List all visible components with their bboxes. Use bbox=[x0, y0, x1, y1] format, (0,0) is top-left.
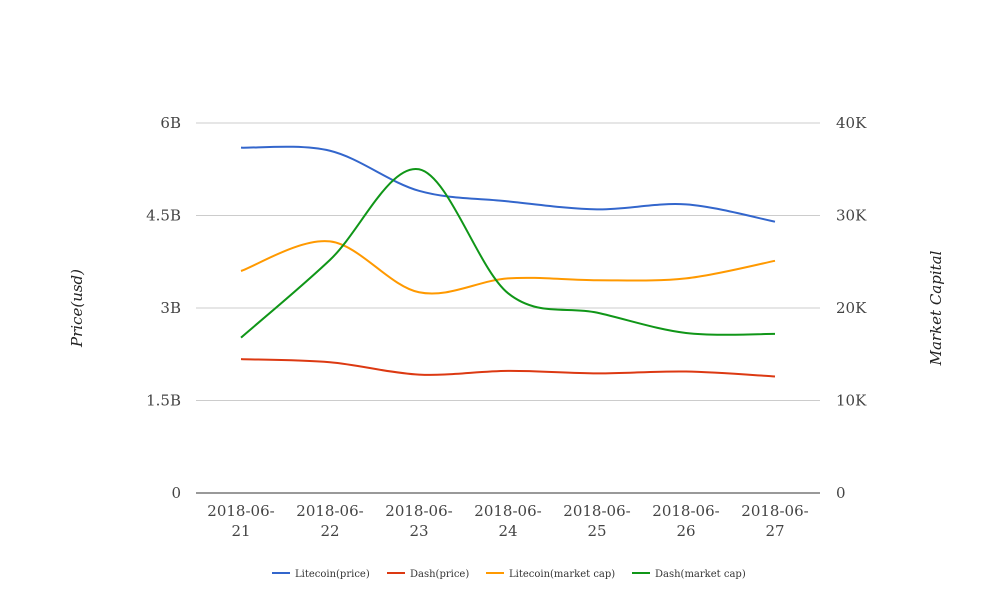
x-tick-label: 2018-06-22 bbox=[296, 502, 363, 540]
x-tick-label: 2018-06-26 bbox=[652, 502, 719, 540]
series-line-3 bbox=[240, 240, 776, 295]
legend-label: Dash(price) bbox=[410, 569, 469, 580]
x-tick-label: 2018-06-24 bbox=[474, 502, 541, 540]
right-tick-label: 20K bbox=[836, 299, 867, 317]
legend: Litecoin(price) Dash(price) Litecoin(marke… bbox=[272, 569, 746, 580]
gridlines bbox=[196, 122, 820, 401]
right-tick-label: 30K bbox=[836, 207, 867, 225]
series-line-2 bbox=[240, 358, 776, 378]
legend-label: Dash(market cap) bbox=[655, 569, 746, 580]
left-tick-label: 4.5B bbox=[146, 207, 181, 225]
left-axis-ticks: 0 1.5B 3B 4.5B 6B bbox=[146, 114, 181, 502]
legend-label: Litecoin(market cap) bbox=[509, 569, 615, 580]
right-axis-title: Market Capital bbox=[927, 250, 945, 366]
x-axis-ticks: 2018-06-21 2018-06-22 2018-06-23 2018-06-24… bbox=[207, 502, 808, 540]
right-tick-label: 40K bbox=[836, 114, 867, 132]
left-tick-label: 0 bbox=[171, 484, 181, 502]
left-tick-label: 6B bbox=[160, 114, 181, 132]
left-tick-label: 1.5B bbox=[146, 392, 181, 410]
right-axis-ticks: 0 10K 20K 30K 40K bbox=[836, 114, 867, 502]
left-axis-title: Price(usd) bbox=[68, 269, 86, 348]
series-lines bbox=[240, 145, 776, 378]
series-line-4 bbox=[240, 168, 776, 339]
right-tick-label: 0 bbox=[836, 484, 846, 502]
legend-label: Litecoin(price) bbox=[295, 569, 370, 580]
x-tick-label: 2018-06-23 bbox=[385, 502, 452, 540]
x-tick-label: 2018-06-27 bbox=[741, 502, 808, 540]
series-line-1 bbox=[240, 145, 776, 223]
right-tick-label: 10K bbox=[836, 392, 867, 410]
x-tick-label: 2018-06-21 bbox=[207, 502, 274, 540]
x-tick-label: 2018-06-25 bbox=[563, 502, 630, 540]
left-tick-label: 3B bbox=[160, 299, 181, 317]
